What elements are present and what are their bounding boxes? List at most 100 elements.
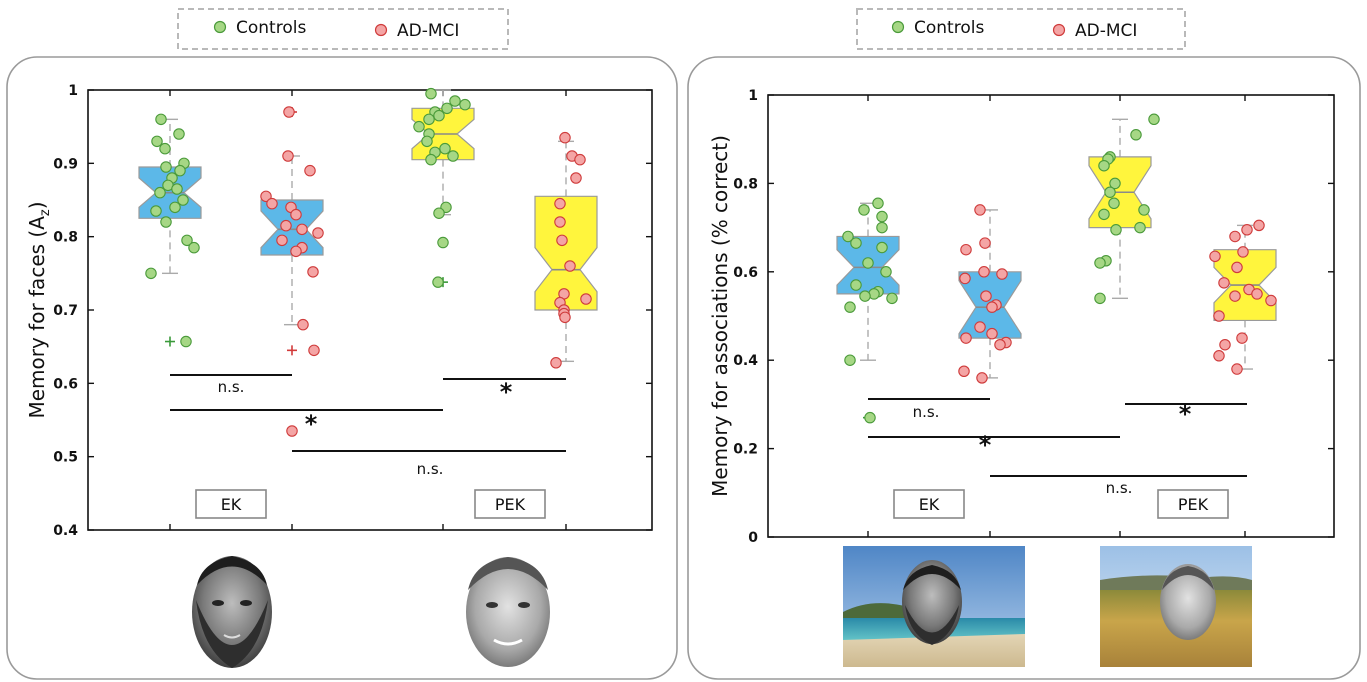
data-point: [296, 223, 308, 236]
data-point: [425, 153, 437, 166]
data-point: [150, 205, 162, 217]
y-axis-label: Memory for faces (Az): [25, 201, 53, 418]
data-point: [958, 365, 970, 377]
data-point: [1229, 290, 1241, 302]
chart-faces: 0.4 0.5 0.6 0.7 0.8 0.9 1 Memory for faces (Az)…: [25, 83, 653, 539]
data-point: [1109, 177, 1121, 190]
data-point: [960, 243, 972, 256]
condition-label-ek: EK: [919, 495, 940, 514]
data-point: [844, 301, 856, 313]
y-tick-label: 0.4: [53, 523, 78, 539]
data-point: [1231, 261, 1243, 274]
data-point: [1229, 230, 1241, 243]
data-point: [260, 190, 272, 203]
comparison-label: n.s.: [913, 403, 940, 421]
data-point: [960, 332, 972, 344]
y-tick-label: 0.8: [733, 176, 758, 192]
data-point: [976, 372, 988, 384]
y-tick-label: 0.2: [733, 442, 758, 458]
obama-face-icon: [466, 557, 550, 667]
data-point: [437, 236, 449, 249]
legend-controls-marker: [891, 20, 905, 34]
condition-box-pek: [1157, 489, 1229, 519]
data-point: [880, 266, 892, 278]
comparison-label: n.s.: [218, 378, 245, 396]
y-tick-label: 1: [68, 83, 78, 99]
legend-admci-marker: [1052, 23, 1066, 37]
data-point: [550, 357, 562, 369]
condition-box-ek: [195, 489, 267, 519]
data-point: [155, 113, 167, 126]
data-point: [1138, 204, 1150, 216]
data-point: [304, 164, 316, 177]
legend-box: [177, 8, 509, 50]
data-point: [1104, 186, 1116, 198]
data-point: [1265, 294, 1277, 307]
data-point: [433, 109, 445, 122]
data-point: [283, 106, 295, 118]
data-point: [1094, 292, 1106, 305]
legend-right: Controls AD-MCI: [856, 8, 1186, 50]
data-point: [872, 197, 884, 210]
data-point: [1219, 338, 1231, 351]
data-point: [844, 354, 856, 366]
data-point: [290, 245, 302, 258]
data-point: [1236, 332, 1248, 344]
y-tick-label: 0.9: [53, 156, 78, 172]
data-point: [859, 290, 871, 302]
data-point: [978, 266, 990, 278]
data-point: [413, 120, 425, 133]
data-point: [1218, 277, 1230, 289]
data-point: [1098, 159, 1110, 172]
comparison-label: *: [305, 410, 318, 438]
data-point: [459, 98, 471, 111]
data-point: [1148, 113, 1160, 126]
data-point: [864, 411, 876, 424]
data-point: [308, 344, 320, 357]
y-tick-label: 0.6: [733, 265, 758, 281]
data-point: [574, 153, 586, 166]
data-point: [174, 164, 186, 177]
data-point: [559, 131, 571, 144]
data-point: [580, 293, 592, 305]
comparison-label: *: [979, 431, 992, 459]
data-point: [312, 227, 324, 239]
y-tick-label: 0.7: [53, 303, 78, 319]
data-point: [423, 113, 435, 126]
condition-labels-right: EK PEK: [893, 489, 1229, 519]
data-point: [886, 292, 898, 305]
data-point: [974, 204, 986, 216]
comparison-label: n.s.: [417, 460, 444, 478]
legend-admci-label: AD-MCI: [397, 21, 459, 41]
condition-labels-left: EK PEK: [195, 489, 546, 519]
data-point: [1108, 197, 1120, 210]
data-point: [858, 204, 870, 216]
data-point: [876, 221, 888, 234]
data-point: [188, 241, 200, 254]
data-point: [1251, 288, 1263, 300]
bearded-man-face-icon: [192, 556, 272, 668]
data-point: [994, 338, 1006, 351]
data-point: [850, 279, 862, 291]
data-point: [1209, 250, 1221, 263]
data-point: [173, 128, 185, 140]
data-point: [1213, 350, 1225, 362]
data-point: [177, 194, 189, 206]
data-point: [876, 241, 888, 254]
comparison-label: *: [500, 378, 513, 406]
comparison-label: n.s.: [1106, 479, 1133, 497]
data-point: [1213, 310, 1225, 322]
data-point: [556, 234, 568, 247]
data-point: [996, 268, 1008, 280]
data-point: [1134, 221, 1146, 234]
legend-controls-marker: [213, 20, 227, 34]
y-tick-label: 0.8: [53, 230, 78, 246]
data-point: [266, 197, 278, 210]
data-point: [570, 172, 582, 184]
data-point: [959, 272, 971, 285]
data-point: [862, 257, 874, 269]
y-tick-label: 0: [748, 530, 758, 546]
legend-admci-label: AD-MCI: [1075, 21, 1137, 41]
data-point: [160, 161, 172, 173]
data-point: [297, 318, 309, 331]
